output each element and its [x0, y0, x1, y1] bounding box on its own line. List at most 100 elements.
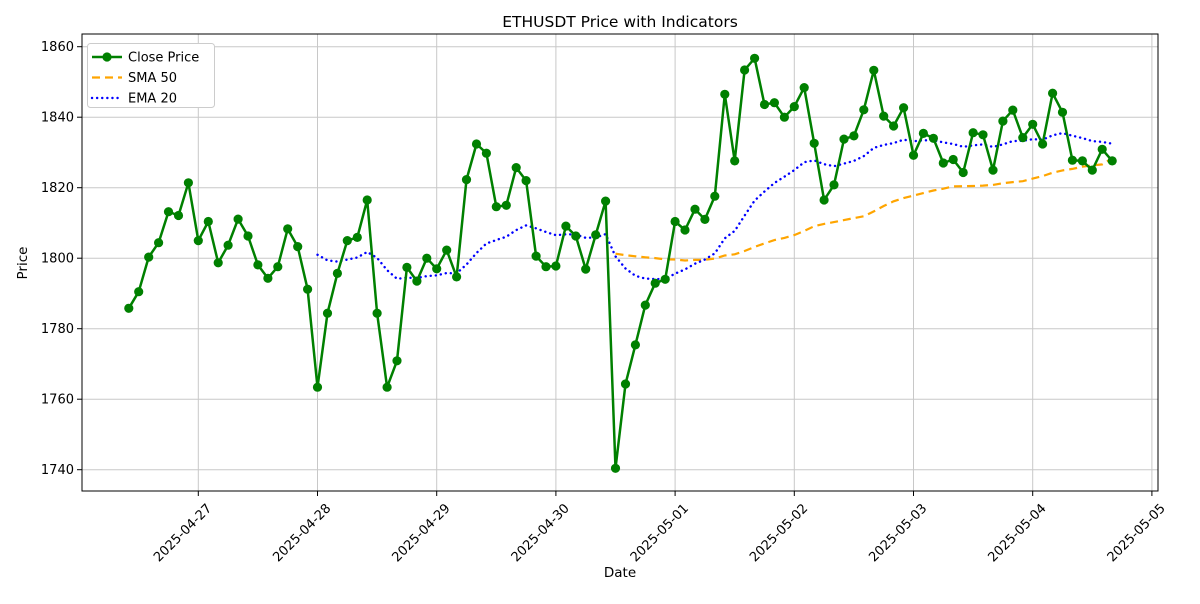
x-tick-label: 2025-04-29 [389, 501, 453, 565]
legend-item-sma50: SMA 50 [92, 71, 177, 86]
close-price-marker [670, 216, 680, 227]
close-price-marker [1057, 107, 1068, 117]
close-price-marker [680, 225, 690, 235]
legend-sma-label: SMA 50 [128, 71, 177, 86]
y-axis-label: Price [15, 247, 31, 280]
close-price-marker [193, 236, 203, 246]
series-lines [124, 53, 1117, 473]
ema20-line [316, 131, 1114, 281]
close-price-marker [819, 195, 829, 205]
close-price-marker [799, 83, 809, 93]
close-price-line [127, 57, 1114, 470]
close-price-marker [998, 116, 1008, 126]
close-price-marker [988, 165, 998, 175]
close-price-marker [809, 138, 819, 148]
close-price-marker [432, 264, 442, 274]
y-tick-label: 1780 [41, 322, 74, 337]
close-price-marker [938, 158, 948, 168]
close-price-marker [759, 99, 770, 110]
close-price-marker [213, 258, 223, 268]
close-price-marker [789, 102, 799, 112]
close-price-marker [163, 207, 174, 217]
close-price-marker [144, 252, 154, 262]
close-price-marker [1038, 139, 1048, 149]
close-price-marker [253, 260, 263, 270]
close-price-marker [1018, 133, 1028, 143]
close-price-marker [442, 245, 452, 255]
close-price-marker [1008, 105, 1018, 115]
legend-ema-label: EMA 20 [128, 92, 177, 107]
close-price-marker [481, 148, 491, 158]
close-price-marker [908, 150, 919, 160]
y-tick-label: 1820 [41, 181, 74, 196]
close-price-marker [332, 268, 342, 278]
close-price-marker [551, 261, 561, 271]
legend-frame [87, 43, 215, 108]
close-price-marker [620, 379, 631, 389]
close-price-marker [839, 134, 849, 144]
x-tick-label: 2025-05-02 [747, 501, 811, 565]
close-price-marker [352, 232, 362, 242]
x-tick-label: 2025-05-04 [985, 501, 1049, 565]
close-price-marker [223, 240, 233, 250]
close-price-marker [124, 303, 134, 313]
close-price-marker [342, 236, 352, 246]
close-price-marker [889, 121, 899, 131]
close-price-marker [372, 308, 382, 318]
close-price-marker [1067, 155, 1077, 165]
x-tick-label: 2025-04-30 [509, 501, 573, 565]
close-price-marker [899, 103, 909, 113]
y-tick-label: 1800 [41, 252, 74, 267]
close-price-marker [402, 262, 412, 272]
close-price-marker [322, 308, 333, 318]
close-price-marker [571, 231, 581, 241]
close-price-marker [869, 65, 879, 75]
close-price-marker [859, 105, 869, 115]
close-price-marker [461, 175, 472, 185]
y-tick-label: 1740 [41, 463, 74, 478]
close-price-marker [173, 210, 184, 221]
legend: Close Price SMA 50 EMA 20 [87, 43, 215, 108]
x-tick-label: 2025-04-28 [270, 501, 334, 565]
close-price-marker [134, 287, 144, 297]
close-price-marker [730, 156, 740, 166]
x-tick-label: 2025-05-01 [628, 501, 692, 565]
close-price-marker [183, 178, 193, 188]
y-tick-label: 1840 [41, 111, 74, 126]
close-price-marker [203, 216, 213, 227]
close-price-marker [541, 262, 551, 272]
x-tick-label: 2025-05-05 [1105, 501, 1169, 565]
close-price-marker [243, 231, 253, 241]
close-price-marker [1097, 144, 1107, 154]
legend-close-marker-icon [102, 52, 112, 62]
close-price-marker [1048, 88, 1058, 98]
close-price-marker [630, 340, 641, 350]
close-price-marker [879, 111, 889, 121]
close-price-marker [561, 221, 571, 231]
close-price-marker [779, 112, 790, 122]
close-price-marker [511, 163, 521, 173]
close-price-marker [312, 382, 323, 392]
close-price-marker [412, 276, 422, 286]
close-price-marker [610, 463, 621, 473]
close-price-marker [273, 262, 283, 272]
close-price-marker [690, 204, 700, 214]
chart-title: ETHUSDT Price with Indicators [502, 13, 738, 31]
close-price-marker [829, 180, 839, 190]
close-price-marker [392, 356, 402, 366]
sma50-line [615, 157, 1113, 262]
close-price-marker [769, 98, 780, 108]
close-price-marker [650, 278, 660, 288]
close-price-marker [491, 202, 501, 212]
x-tick-label: 2025-05-03 [866, 501, 930, 565]
legend-item-close-price: Close Price [92, 51, 199, 66]
close-price-marker [233, 214, 243, 224]
close-price-marker [928, 133, 939, 143]
close-price-marker [720, 89, 730, 99]
close-price-marker [601, 196, 611, 206]
close-price-marker [700, 214, 710, 224]
close-price-marker [293, 242, 303, 252]
close-price-marker [362, 195, 372, 205]
